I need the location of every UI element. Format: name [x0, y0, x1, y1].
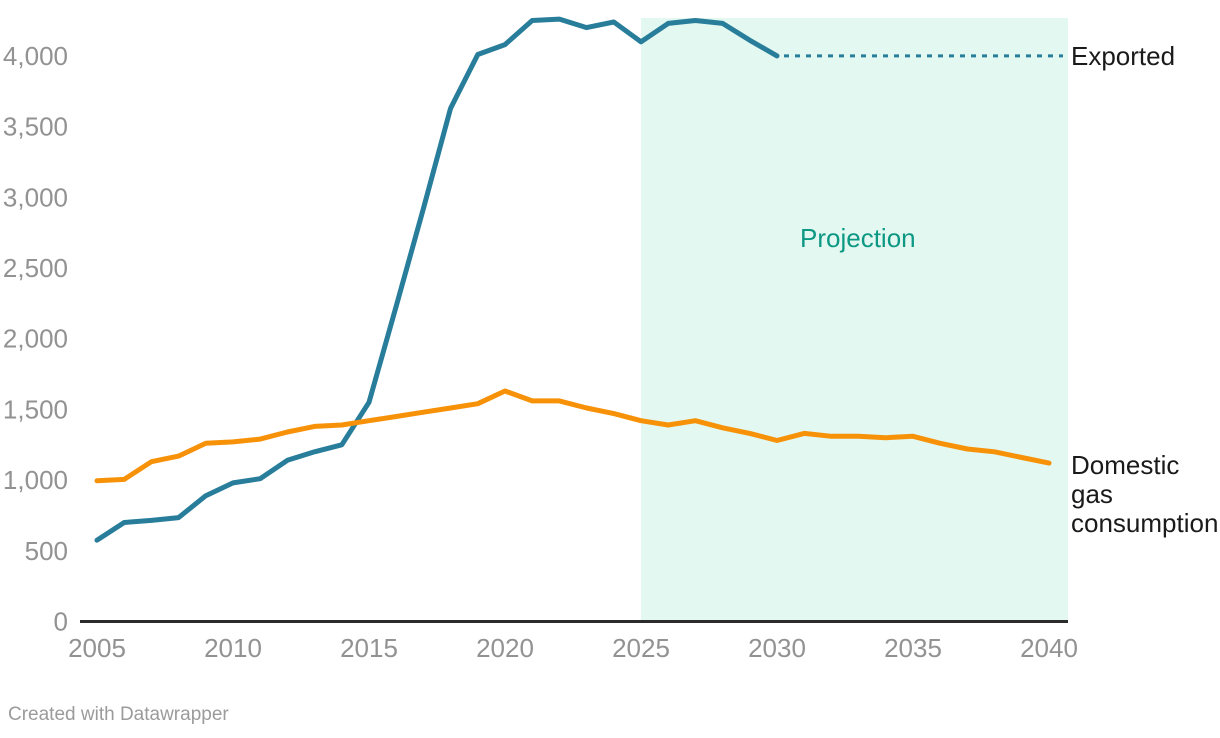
domestic-series-label: Domestic gas consumption [1071, 451, 1218, 538]
projection-band [641, 18, 1068, 622]
exported-series-label: Exported [1071, 41, 1176, 71]
y-tick-label: 0 [54, 607, 68, 637]
exported-line [94, 16, 780, 543]
domestic-label-line-3: consumption [1071, 508, 1219, 538]
domestic-label-line-2: gas [1071, 479, 1113, 509]
projection-region-label: Projection [800, 223, 916, 253]
domestic-gas-line [94, 388, 1052, 484]
y-tick-label: 1,000 [3, 465, 68, 495]
x-tick-label: 2030 [748, 633, 806, 663]
x-tick-label: 2010 [204, 633, 262, 663]
y-tick-label: 4,000 [3, 41, 68, 71]
y-tick-label: 1,500 [3, 394, 68, 424]
y-tick-label: 3,500 [3, 112, 68, 142]
x-tick-label: 2020 [476, 633, 534, 663]
datawrapper-attribution: Created with Datawrapper [8, 704, 229, 725]
y-tick-label: 2,000 [3, 324, 68, 354]
x-tick-label: 2005 [68, 633, 126, 663]
x-tick-label: 2015 [340, 633, 398, 663]
y-tick-label: 500 [25, 536, 68, 566]
x-tick-label: 2040 [1020, 633, 1078, 663]
x-tick-label: 2025 [612, 633, 670, 663]
x-tick-label: 2035 [884, 633, 942, 663]
y-tick-label: 2,500 [3, 253, 68, 283]
domestic-label-line-1: Domestic [1071, 450, 1180, 480]
y-tick-label: 3,000 [3, 182, 68, 212]
